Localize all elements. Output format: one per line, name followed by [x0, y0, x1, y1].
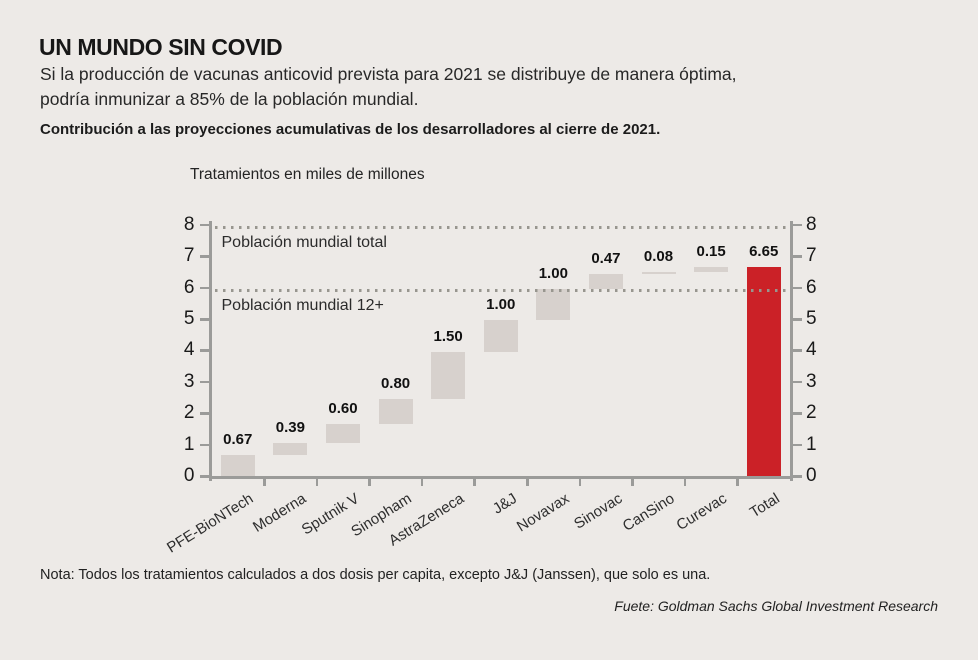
x-axis [209, 476, 793, 479]
y-label-right-1: 1 [806, 433, 817, 455]
reference-label-0: Población mundial total [221, 234, 387, 252]
x-tick-7 [578, 478, 582, 486]
y-tick-right-1 [792, 443, 802, 447]
subtitle-line-2: podría inmunizar a 85% de la población m… [40, 89, 419, 109]
reference-label-1: Población mundial 12+ [221, 296, 384, 314]
value-label-Sinopham: 0.80 [380, 374, 411, 392]
bar-Moderna [273, 442, 308, 455]
value-label-J&J: 1.00 [486, 296, 516, 314]
x-tick-4 [420, 478, 424, 486]
x-tick-8 [631, 478, 634, 486]
chart-lede: Contribución a las proyecciones acumulat… [40, 121, 661, 138]
y-tick-right-4 [792, 349, 802, 352]
x-tick-1 [263, 478, 266, 486]
y-tick-right-6 [792, 286, 802, 290]
y-label-left-1: 1 [183, 433, 195, 455]
x-tick-6 [526, 478, 529, 486]
y-tick-left-5 [200, 318, 209, 321]
y-label-right-3: 3 [806, 370, 817, 392]
chart-axis-title: Tratamientos en miles de millones [190, 166, 425, 183]
y-axis-left [209, 221, 212, 481]
bar-J&J [483, 320, 518, 352]
y-label-left-8: 8 [183, 213, 195, 235]
x-tick-10 [736, 478, 739, 486]
bar-Sputnik V [325, 423, 360, 443]
y-tick-right-7 [792, 255, 802, 258]
y-tick-left-7 [200, 255, 209, 258]
value-label-Novavax: 1.00 [538, 264, 568, 282]
reference-line-0 [214, 226, 789, 230]
y-label-left-0: 0 [183, 465, 195, 486]
value-label-Curevac: 0.15 [696, 242, 726, 260]
category-label-Curevac: Curevac [673, 490, 731, 535]
y-label-right-5: 5 [806, 308, 817, 329]
subtitle-line-1: Si la producción de vacunas anticovid pr… [40, 64, 737, 84]
footnote: Nota: Todos los tratamientos calculados … [40, 567, 711, 583]
bar-Sinopham [378, 398, 413, 424]
category-label-Total: Total [746, 490, 783, 522]
page-title: UN MUNDO SIN COVID [39, 34, 283, 60]
y-label-right-7: 7 [806, 245, 817, 267]
y-tick-right-0 [792, 475, 802, 478]
y-tick-left-2 [200, 412, 209, 415]
x-tick-3 [368, 478, 371, 486]
y-tick-right-8 [792, 223, 802, 227]
page-subtitle: Si la producción de vacunas anticovid pr… [40, 62, 737, 112]
y-label-left-2: 2 [183, 402, 195, 424]
category-label-Moderna: Moderna [250, 490, 310, 536]
y-label-right-2: 2 [806, 402, 817, 424]
y-axis-right [790, 221, 793, 481]
y-tick-left-1 [200, 443, 209, 447]
y-tick-right-3 [792, 380, 802, 384]
y-label-right-8: 8 [806, 213, 817, 235]
y-label-right-6: 6 [806, 276, 817, 298]
y-label-left-4: 4 [183, 339, 195, 361]
x-tick-5 [473, 478, 476, 486]
category-label-J&J: J&J [489, 490, 520, 518]
x-tick-2 [315, 478, 319, 486]
bar-Novavax [536, 288, 571, 321]
y-tick-left-6 [200, 286, 209, 290]
y-tick-left-8 [200, 223, 209, 227]
value-label-CanSino: 0.08 [643, 247, 674, 265]
category-label-Sinovac: Sinovac [570, 490, 625, 533]
category-label-CanSino: CanSino [619, 490, 678, 535]
y-tick-left-3 [200, 380, 209, 384]
bar-Sinovac [588, 274, 623, 289]
value-label-Moderna: 0.39 [275, 418, 305, 436]
bar-Curevac [694, 266, 729, 272]
value-label-AstraZeneca: 1.50 [433, 327, 463, 345]
y-label-left-6: 6 [183, 276, 195, 298]
value-label-Sputnik V: 0.60 [328, 399, 358, 417]
category-label-PFE-BioNTech: PFE-BioNTech [164, 490, 257, 557]
y-label-left-3: 3 [183, 370, 195, 392]
bar-PFE-BioNTech [220, 454, 255, 476]
y-tick-left-4 [200, 349, 209, 352]
y-label-left-5: 5 [183, 308, 195, 329]
x-tick-9 [683, 478, 687, 486]
reference-line-1 [214, 288, 789, 292]
y-label-left-7: 7 [183, 245, 195, 267]
y-label-right-4: 4 [806, 339, 817, 361]
value-label-Sinovac: 0.47 [591, 250, 621, 268]
y-tick-right-2 [792, 412, 802, 415]
bar-CanSino [641, 271, 676, 275]
y-tick-right-5 [792, 318, 802, 321]
source-credit: Fuete: Goldman Sachs Global Investment R… [614, 598, 938, 614]
y-tick-left-0 [200, 475, 209, 478]
bar-Total [746, 267, 781, 476]
y-label-right-0: 0 [806, 465, 817, 486]
bar-AstraZeneca [431, 351, 466, 399]
value-label-PFE-BioNTech: 0.67 [223, 430, 253, 448]
value-label-Total: 6.65 [749, 243, 779, 261]
category-label-Novavax: Novavax [513, 490, 573, 536]
